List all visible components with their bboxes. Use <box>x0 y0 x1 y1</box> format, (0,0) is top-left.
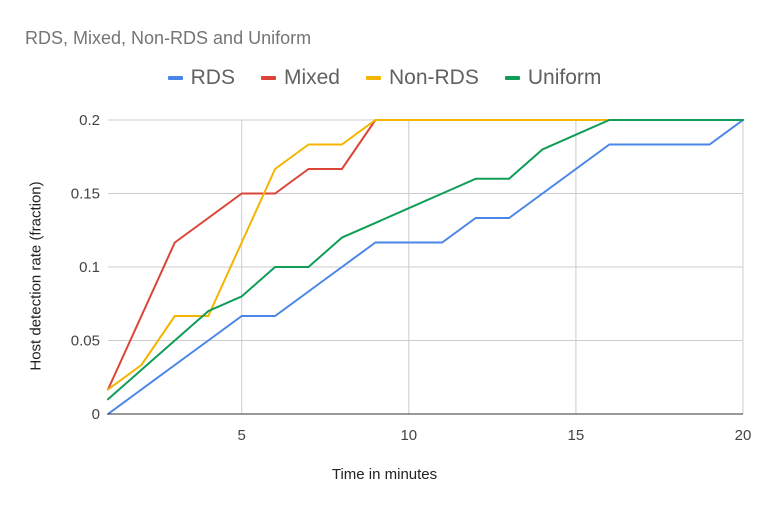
y-tick-label: 0.1 <box>79 259 100 276</box>
grid-lines <box>108 119 744 414</box>
y-axis-title: Host detection rate (fraction) <box>27 181 45 371</box>
legend-label-non-rds: Non-RDS <box>389 66 479 89</box>
y-tick-label: 0 <box>92 406 100 423</box>
x-tick-label: 5 <box>238 427 246 444</box>
legend-swatch-mixed <box>260 76 276 80</box>
series-line-mixed[interactable] <box>107 119 744 391</box>
series-lines <box>107 119 744 415</box>
series-line-uniform[interactable] <box>107 119 744 401</box>
legend-swatch-non-rds <box>366 76 381 80</box>
series-line-non-rds[interactable] <box>107 119 744 391</box>
y-tick-label: 0.2 <box>79 112 100 129</box>
legend-label-uniform: Uniform <box>527 66 602 89</box>
legend-item-rds[interactable]: RDS <box>167 66 235 90</box>
legend: RDS Mixed Non-RDS Uniform <box>0 66 769 90</box>
y-tick-label: 0.05 <box>71 333 100 350</box>
legend-swatch-uniform <box>504 76 520 80</box>
legend-label-mixed: Mixed <box>283 66 340 89</box>
x-tick-label: 10 <box>400 427 417 444</box>
legend-swatch-rds <box>167 76 183 80</box>
chart-title: RDS, Mixed, Non-RDS and Uniform <box>25 28 312 48</box>
legend-item-non-rds[interactable]: Non-RDS <box>366 66 479 90</box>
y-tick-label: 0.15 <box>71 186 100 203</box>
x-tick-label: 20 <box>735 427 752 444</box>
x-axis-title: Time in minutes <box>331 466 438 483</box>
axes: 0 0.05 0.1 0.15 0.2 5 10 15 20 <box>71 112 752 444</box>
legend-item-mixed[interactable]: Mixed <box>260 66 340 90</box>
series-line-rds[interactable] <box>107 119 744 415</box>
legend-item-uniform[interactable]: Uniform <box>504 66 602 90</box>
legend-label-rds: RDS <box>190 66 235 89</box>
x-tick-label: 15 <box>568 427 585 444</box>
